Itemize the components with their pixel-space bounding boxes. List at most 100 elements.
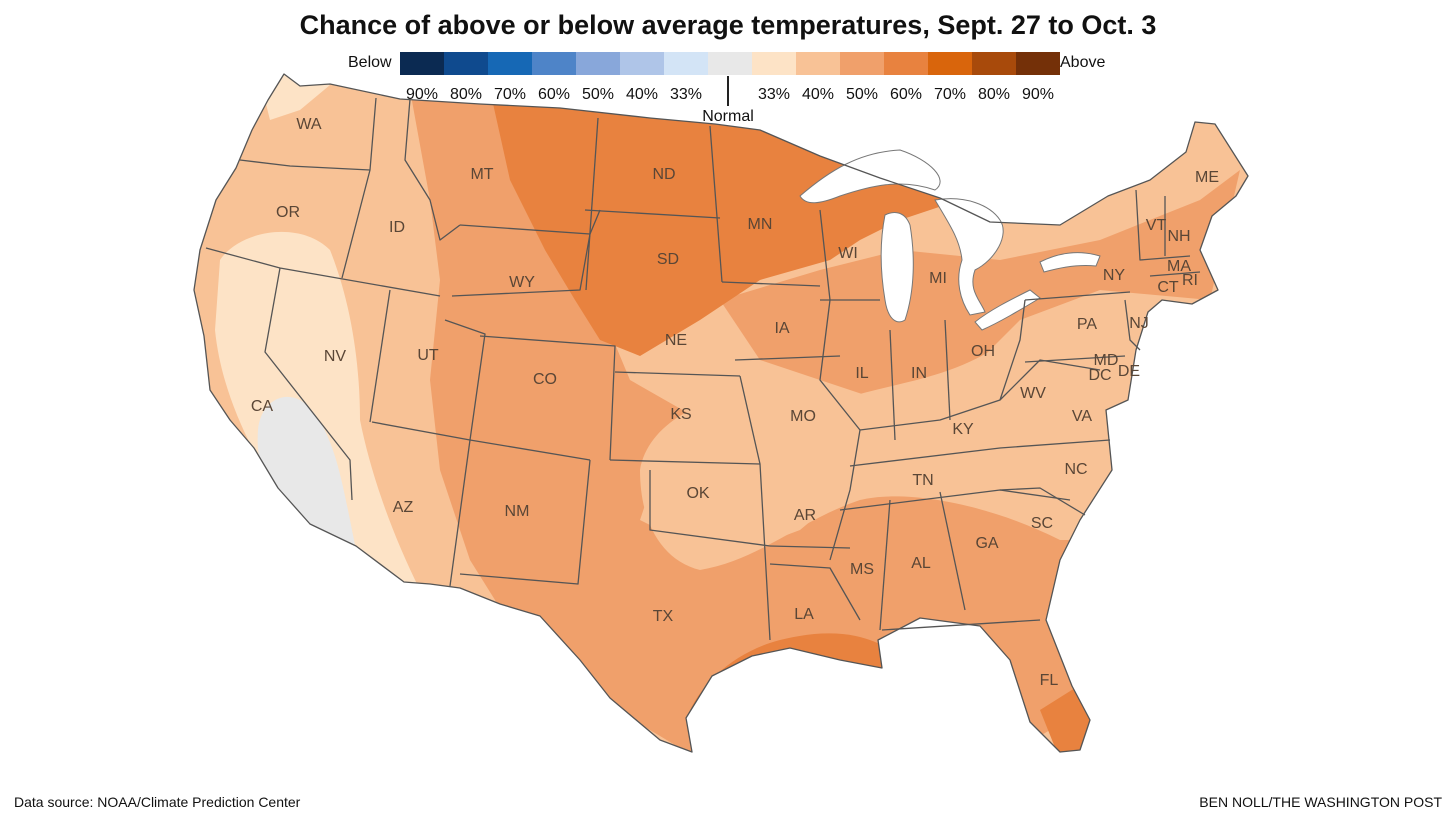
state-label-wy: WY — [509, 274, 535, 291]
state-label-la: LA — [794, 606, 814, 623]
author-credit: BEN NOLL/THE WASHINGTON POST — [1199, 794, 1442, 810]
state-label-ia: IA — [774, 320, 789, 337]
us-outline — [193, 73, 1249, 753]
state-label-ne: NE — [665, 332, 687, 349]
legend-swatch-below-70 — [488, 52, 532, 75]
state-label-ca: CA — [251, 398, 274, 415]
border-pacific-east — [341, 97, 377, 279]
state-label-nm: NM — [505, 503, 530, 520]
legend-pct-label: 60% — [537, 86, 571, 103]
state-label-az: AZ — [393, 499, 414, 516]
lake-ontario — [1039, 252, 1101, 273]
state-label-de: DE — [1118, 363, 1140, 380]
lake-erie — [974, 289, 1041, 331]
state-label-vt: VT — [1146, 217, 1167, 234]
state-label-tx: TX — [653, 608, 674, 625]
state-label-mi: MI — [929, 270, 947, 287]
state-label-nj: NJ — [1129, 315, 1149, 332]
state-borders — [193, 73, 1249, 753]
border-wa-or — [239, 159, 371, 171]
legend-pct-label: 33% — [669, 86, 703, 103]
state-label-nv: NV — [324, 348, 347, 365]
legend-above-label: Above — [1060, 54, 1106, 71]
border-pa-ny — [1024, 291, 1131, 301]
border-ca-nv — [264, 267, 353, 501]
legend-swatch-below-40 — [620, 52, 664, 75]
legend-swatch-above-33 — [752, 52, 796, 75]
border-id-mt — [404, 98, 461, 241]
legend-swatch-normal — [708, 52, 752, 75]
state-label-mt: MT — [470, 166, 493, 183]
border-il-in — [889, 329, 896, 441]
state-label-ma: MA — [1167, 258, 1191, 275]
state-label-md: MD — [1094, 352, 1119, 369]
state-label-ks: KS — [670, 406, 691, 423]
state-label-oh: OH — [971, 343, 995, 360]
border-nv-ut — [369, 289, 391, 423]
border-nm-tx — [459, 459, 591, 585]
legend-pct-label: 40% — [801, 86, 835, 103]
border-co-ks — [479, 335, 616, 461]
legend-normal-tick — [727, 76, 729, 106]
state-label-nh: NH — [1167, 228, 1190, 245]
border-nd-mn — [709, 125, 723, 283]
state-label-ny: NY — [1103, 267, 1126, 284]
legend-swatch-above-80 — [972, 52, 1016, 75]
legend-below-label: Below — [348, 54, 392, 71]
legend-swatch-below-60 — [532, 52, 576, 75]
border-ma-ct — [1149, 271, 1201, 277]
great-lakes — [799, 149, 1101, 331]
state-label-nc: NC — [1064, 461, 1087, 478]
state-label-ms: MS — [850, 561, 874, 578]
border-nc-sc — [999, 487, 1086, 516]
state-labels: WA OR CA ID NV MT WY UT AZ CO NM ND SD N… — [251, 116, 1219, 689]
border-al-ga — [939, 491, 966, 611]
legend-swatch-below-50 — [576, 52, 620, 75]
state-label-me: ME — [1195, 169, 1219, 186]
border-mississippi — [819, 209, 861, 561]
state-label-ar: AR — [794, 507, 816, 524]
state-label-ok: OK — [686, 485, 709, 502]
legend-pct-label: 40% — [625, 86, 659, 103]
state-label-tn: TN — [912, 472, 933, 489]
border-mn-ia — [721, 281, 821, 287]
lake-michigan — [880, 212, 914, 323]
state-label-nd: ND — [652, 166, 675, 183]
state-label-mn: MN — [748, 216, 773, 233]
state-label-ga: GA — [975, 535, 998, 552]
border-va-wv — [999, 359, 1101, 401]
legend-pct-label: 50% — [845, 86, 879, 103]
legend-pct-label: 90% — [405, 86, 439, 103]
border-az-nm — [449, 439, 471, 587]
border-ar-la — [769, 545, 851, 549]
above-60-region-florida — [1040, 688, 1095, 752]
state-label-mo: MO — [790, 408, 816, 425]
border-mo-ar — [739, 375, 771, 641]
state-label-wv: WV — [1020, 385, 1046, 402]
state-label-sd: SD — [657, 251, 679, 268]
state-label-sc: SC — [1031, 515, 1053, 532]
border-ms-al — [879, 499, 891, 631]
map-title: Chance of above or below average tempera… — [299, 10, 1157, 40]
border-ks-ok — [609, 459, 761, 465]
legend-swatch-above-40 — [796, 52, 840, 75]
state-label-ky: KY — [952, 421, 974, 438]
above-33-region-west — [215, 231, 420, 601]
border-ga-fl — [881, 619, 1041, 631]
above-40-region-ohio-valley — [840, 300, 1150, 470]
border-ky-tn — [849, 439, 1111, 467]
border-in-oh — [944, 319, 951, 421]
state-label-or: OR — [276, 204, 300, 221]
legend-swatch-below-90 — [400, 52, 444, 75]
legend-normal-label: Normal — [702, 108, 754, 125]
state-label-il: IL — [855, 365, 868, 382]
state-label-ct: CT — [1157, 279, 1179, 296]
border-ne-ks — [614, 371, 741, 377]
state-label-va: VA — [1072, 408, 1092, 425]
legend-pct-label: 33% — [757, 86, 791, 103]
legend-color-bar — [400, 52, 1060, 75]
state-label-dc: DC — [1088, 367, 1111, 384]
border-nd-sd — [584, 209, 721, 219]
lake-superior — [799, 149, 941, 204]
